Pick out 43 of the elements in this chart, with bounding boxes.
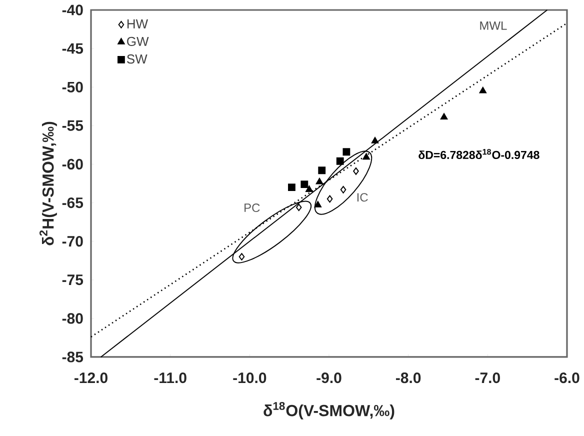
y-tick-label: -45 — [62, 43, 84, 54]
y-tick-label: -60 — [62, 158, 83, 170]
point — [288, 184, 296, 192]
point — [238, 253, 245, 260]
y-tick-label: -80 — [62, 313, 83, 324]
point — [318, 166, 326, 174]
y-tick-label: -75 — [62, 274, 84, 286]
point — [362, 153, 370, 160]
annotation: PC — [244, 204, 260, 212]
point — [306, 186, 313, 192]
point — [479, 86, 487, 94]
point — [371, 136, 379, 144]
legend-label: GW — [127, 36, 149, 46]
point — [440, 113, 448, 120]
x-tick-label: -11.0 — [154, 372, 186, 384]
x-tick-label: -7.0 — [475, 372, 500, 384]
annotation: IC — [357, 193, 368, 202]
y-tick-label: -85 — [62, 352, 84, 362]
point — [342, 148, 350, 156]
annotation: δD=6.7828δ$^{18}$O-0.9748 — [418, 148, 540, 160]
x-tick-label: -12.0 — [74, 372, 108, 384]
annotation: MWL — [480, 21, 507, 30]
point — [316, 178, 324, 184]
y-tick-label: -40 — [62, 4, 83, 16]
point — [336, 157, 344, 165]
legend-label: SW — [127, 54, 148, 64]
y-tick-label: -65 — [62, 197, 84, 208]
y-tick-label: -55 — [62, 120, 84, 131]
legend-label: HW — [127, 19, 148, 28]
point — [340, 186, 346, 194]
y-tick-label: -70 — [62, 236, 83, 247]
x-tick-label: -8.0 — [396, 372, 421, 384]
point — [296, 204, 302, 212]
x-axis-title: δ$^{18}$O(V-SMOW,‰) — [264, 402, 394, 420]
x-tick-label: -6.0 — [554, 372, 580, 384]
x-tick-label: -10.0 — [233, 372, 266, 384]
point — [314, 200, 322, 208]
point — [353, 167, 359, 175]
x-tick-label: -9.0 — [316, 372, 342, 384]
y-tick-label: -50 — [62, 82, 83, 92]
point — [326, 195, 333, 203]
point — [300, 180, 308, 188]
y-axis-title: δ$^{2}$H(V-SMOW,‰) — [40, 122, 57, 246]
